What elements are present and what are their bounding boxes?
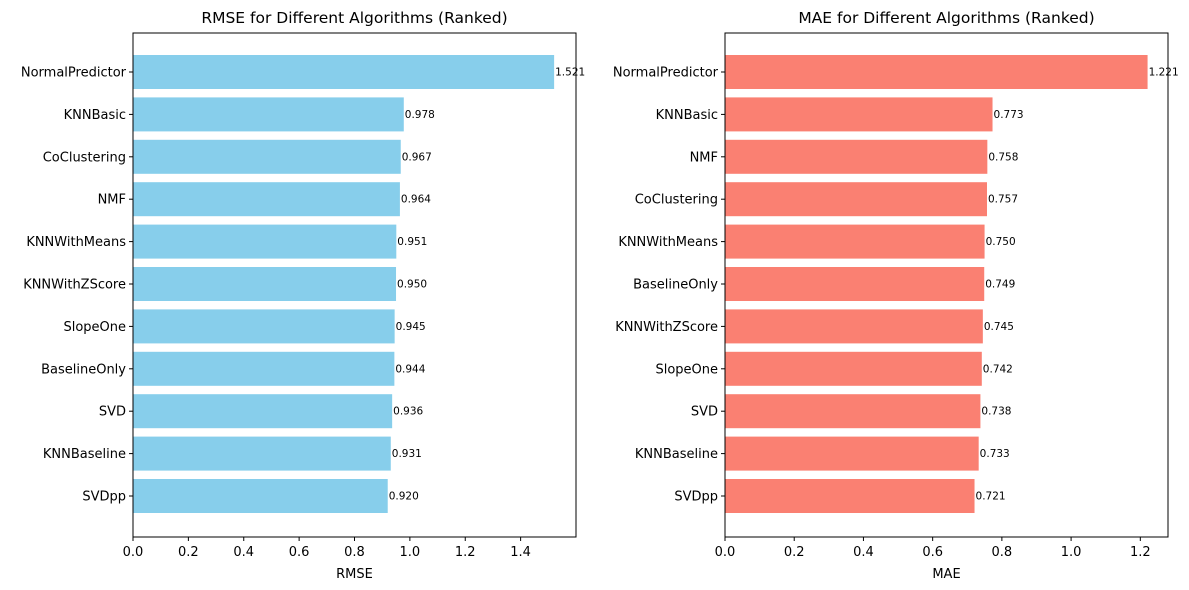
chart-title: RMSE for Different Algorithms (Ranked)	[201, 9, 507, 27]
rmse-chart: RMSE for Different Algorithms (Ranked) No…	[21, 9, 585, 582]
category-label: NMF	[690, 150, 718, 165]
x-tick-label: 1.2	[455, 545, 476, 560]
value-label: 0.745	[984, 321, 1014, 333]
category-label: KNNBasic	[64, 108, 126, 123]
x-tick-label: 0.4	[853, 545, 874, 560]
x-tick-label: 1.0	[400, 545, 421, 560]
value-label: 0.967	[402, 151, 432, 163]
value-label: 1.521	[555, 67, 585, 79]
x-tick-label: 0.8	[992, 545, 1013, 560]
x-tick-label: 0.2	[178, 545, 199, 560]
x-tick-label: 0.6	[289, 545, 310, 560]
category-label: KNNWithZScore	[615, 320, 718, 335]
x-tick-label: 1.4	[510, 545, 531, 560]
value-label: 0.931	[392, 448, 422, 460]
category-label: SVDpp	[82, 490, 126, 505]
category-label: CoClustering	[635, 193, 718, 208]
value-label: 0.951	[397, 236, 427, 248]
value-label: 0.757	[988, 194, 1018, 206]
value-label: 0.738	[981, 406, 1011, 418]
x-tick-label: 0.0	[123, 545, 144, 560]
value-label: 0.721	[976, 491, 1006, 503]
bar	[725, 394, 981, 429]
mae-chart: MAE for Different Algorithms (Ranked) Nor…	[613, 9, 1179, 582]
category-label: SVDpp	[674, 490, 718, 505]
bar	[133, 55, 555, 89]
bar	[725, 267, 985, 301]
bar	[133, 97, 404, 132]
value-label: 0.944	[395, 363, 425, 375]
category-label: SVD	[99, 405, 126, 420]
x-tick-label: 0.8	[344, 545, 365, 560]
category-label: KNNBasic	[656, 108, 718, 123]
category-label: SlopeOne	[655, 362, 718, 377]
bar	[725, 97, 993, 132]
value-label: 0.964	[401, 194, 431, 206]
value-label: 0.773	[994, 109, 1024, 121]
category-label: KNNBaseline	[635, 447, 718, 462]
category-label: KNNWithMeans	[618, 235, 718, 250]
bar	[725, 479, 975, 513]
bar	[133, 479, 388, 513]
category-label: CoClustering	[43, 150, 126, 165]
value-label: 0.936	[393, 406, 423, 418]
bar	[133, 267, 397, 301]
category-label: NormalPredictor	[613, 66, 719, 81]
bar	[725, 55, 1148, 89]
bar	[133, 182, 400, 217]
x-axis-label: MAE	[932, 567, 960, 582]
bar	[725, 309, 983, 344]
category-label: SlopeOne	[63, 320, 126, 335]
category-label: NMF	[98, 193, 126, 208]
value-label: 0.758	[988, 151, 1018, 163]
value-label: 0.978	[405, 109, 435, 121]
value-label: 0.742	[983, 363, 1013, 375]
x-tick-label: 0.0	[715, 545, 736, 560]
bar	[725, 182, 987, 217]
bar	[725, 351, 982, 386]
axes-frame	[724, 32, 1169, 538]
category-label: KNNWithZScore	[23, 278, 126, 293]
x-tick-label: 1.2	[1130, 545, 1151, 560]
category-label: SVD	[691, 405, 718, 420]
bar	[133, 309, 395, 344]
value-label: 0.920	[389, 491, 419, 503]
category-label: BaselineOnly	[633, 278, 718, 293]
axes-frame	[132, 32, 577, 538]
bar	[133, 394, 393, 429]
bar	[133, 351, 395, 386]
value-label: 0.750	[986, 236, 1016, 248]
x-tick-label: 1.0	[1061, 545, 1082, 560]
category-label: NormalPredictor	[21, 66, 127, 81]
bar	[725, 139, 988, 174]
value-label: 0.749	[985, 279, 1015, 291]
bar	[133, 139, 401, 174]
x-tick-label: 0.2	[784, 545, 805, 560]
value-label: 1.221	[1149, 67, 1179, 79]
chart-title: MAE for Different Algorithms (Ranked)	[798, 9, 1094, 27]
x-tick-label: 0.4	[233, 545, 254, 560]
value-label: 0.945	[396, 321, 426, 333]
x-axis-label: RMSE	[336, 567, 373, 582]
value-label: 0.733	[980, 448, 1010, 460]
category-label: BaselineOnly	[41, 362, 126, 377]
x-tick-label: 0.6	[922, 545, 943, 560]
bar	[133, 436, 391, 471]
value-label: 0.950	[397, 279, 427, 291]
bar	[725, 436, 979, 471]
category-label: KNNWithMeans	[26, 235, 126, 250]
category-label: KNNBaseline	[43, 447, 126, 462]
bar	[725, 224, 985, 259]
bar	[133, 224, 397, 259]
